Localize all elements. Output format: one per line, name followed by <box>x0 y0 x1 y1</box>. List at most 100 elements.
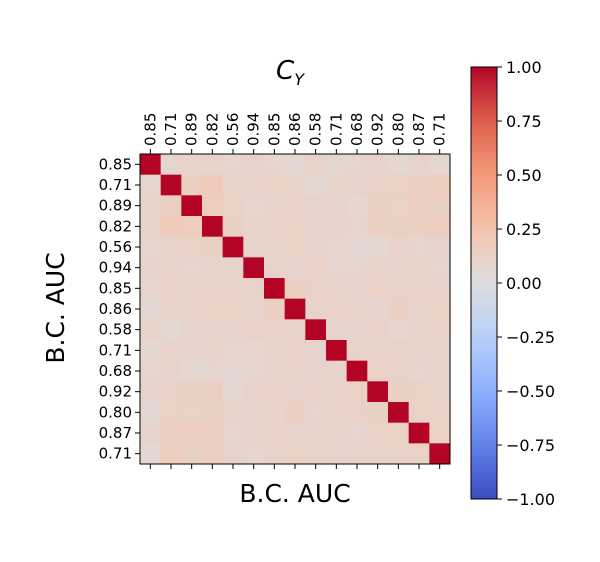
heatmap-cell <box>305 236 327 258</box>
heatmap-cell <box>181 422 203 444</box>
heatmap-cell <box>388 257 410 279</box>
heatmap-cell <box>346 216 368 238</box>
y-tick-label: 0.87 <box>99 424 132 442</box>
heatmap-cell <box>388 174 410 196</box>
heatmap-cell <box>202 154 224 176</box>
heatmap-cell <box>140 195 162 217</box>
heatmap-cell <box>160 402 182 424</box>
heatmap-cell <box>264 319 286 341</box>
heatmap-cell <box>346 278 368 300</box>
heatmap-cell <box>140 257 162 279</box>
heatmap-cell <box>305 216 327 238</box>
heatmap-cell <box>429 340 451 362</box>
heatmap-cell <box>140 340 162 362</box>
heatmap-cell <box>222 360 244 382</box>
top-axis-title: CY <box>276 56 305 89</box>
heatmap-cell <box>264 236 286 258</box>
y-tick-label: 0.56 <box>99 238 132 256</box>
heatmap-cell <box>264 402 286 424</box>
heatmap-cell <box>326 174 348 196</box>
heatmap-cell <box>181 216 203 238</box>
y-tick-label: 0.68 <box>99 362 132 380</box>
heatmap-cell <box>408 154 430 176</box>
heatmap-cell <box>305 340 327 362</box>
heatmap-cell <box>326 319 348 341</box>
y-tick-label: 0.71 <box>99 176 132 194</box>
heatmap-cell <box>243 422 265 444</box>
heatmap-cell <box>367 360 389 382</box>
y-tick-label: 0.86 <box>99 300 132 318</box>
heatmap-cell <box>222 298 244 320</box>
heatmap-cell <box>367 195 389 217</box>
heatmap-cell <box>140 319 162 341</box>
heatmap-cell <box>346 402 368 424</box>
heatmap-cell <box>202 174 224 196</box>
heatmap-cell <box>140 422 162 444</box>
heatmap-cell <box>243 257 265 279</box>
heatmap-cell <box>181 319 203 341</box>
heatmap-cell <box>388 381 410 403</box>
y-tick-label: 0.71 <box>99 341 132 359</box>
heatmap-cell <box>429 216 451 238</box>
heatmap-cell <box>140 443 162 465</box>
heatmap-cell <box>388 443 410 465</box>
heatmap-cell <box>222 402 244 424</box>
heatmap-cell <box>284 443 306 465</box>
heatmap-cell <box>346 360 368 382</box>
x-tick-label: 0.71 <box>431 113 449 146</box>
heatmap-cell <box>222 422 244 444</box>
heatmap-cell <box>367 319 389 341</box>
heatmap-cell <box>243 402 265 424</box>
heatmap-cell <box>181 195 203 217</box>
heatmap-cell <box>305 257 327 279</box>
x-tick-label: 0.68 <box>348 113 366 146</box>
heatmap-cell <box>346 257 368 279</box>
heatmap-cell <box>408 236 430 258</box>
heatmap-cell <box>326 154 348 176</box>
heatmap-cell <box>264 154 286 176</box>
heatmap-cell <box>429 195 451 217</box>
heatmap-cell <box>222 257 244 279</box>
heatmap-cell <box>222 174 244 196</box>
heatmap-cell <box>429 298 451 320</box>
heatmap-cell <box>367 257 389 279</box>
heatmap-cell <box>243 278 265 300</box>
y-tick-label: 0.89 <box>99 197 132 215</box>
heatmap-cells <box>140 154 451 465</box>
heatmap-cell <box>388 154 410 176</box>
heatmap-cell <box>140 360 162 382</box>
colorbar-tick-label: −0.75 <box>506 436 555 455</box>
heatmap-cell <box>429 257 451 279</box>
x-tick-label: 0.56 <box>224 113 242 146</box>
heatmap-ticks: 0.850.710.890.820.560.940.850.860.580.71… <box>99 113 449 469</box>
heatmap-cell <box>181 154 203 176</box>
heatmap-cell <box>326 340 348 362</box>
heatmap-cell <box>367 340 389 362</box>
heatmap-cell <box>222 319 244 341</box>
heatmap-cell <box>243 236 265 258</box>
heatmap-cell <box>388 278 410 300</box>
heatmap-cell <box>367 381 389 403</box>
heatmap-cell <box>346 174 368 196</box>
heatmap-cell <box>284 381 306 403</box>
heatmap-cell <box>326 257 348 279</box>
heatmap-cell <box>408 443 430 465</box>
heatmap-cell <box>326 216 348 238</box>
heatmap-cell <box>181 236 203 258</box>
heatmap-cell <box>202 360 224 382</box>
colorbar-tick-label: 0.00 <box>506 274 542 293</box>
heatmap-cell <box>202 381 224 403</box>
heatmap-cell <box>408 360 430 382</box>
x-tick-label: 0.89 <box>183 113 201 146</box>
y-axis-label: B.C. AUC <box>41 252 70 363</box>
y-tick-label: 0.85 <box>99 155 132 173</box>
heatmap-cell <box>346 422 368 444</box>
heatmap-cell <box>264 381 286 403</box>
heatmap-cell <box>160 298 182 320</box>
heatmap-cell <box>367 154 389 176</box>
heatmap-cell <box>202 278 224 300</box>
heatmap-cell <box>140 278 162 300</box>
heatmap-cell <box>326 402 348 424</box>
heatmap-cell <box>326 360 348 382</box>
